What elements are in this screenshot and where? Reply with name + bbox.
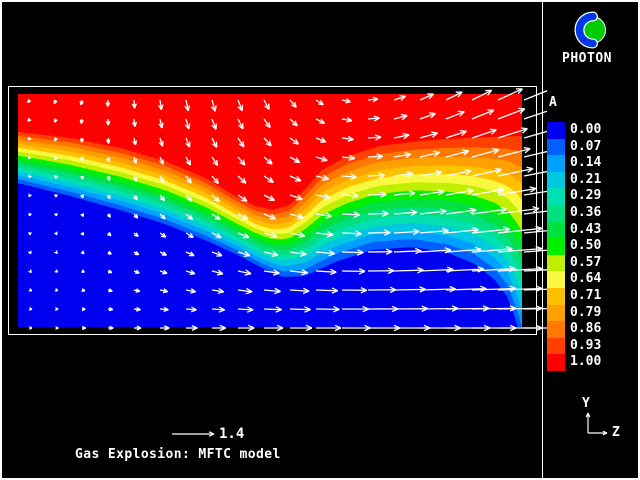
legend-entry: 0.93 xyxy=(547,337,602,355)
plot-caption: Gas Explosion: MFTC model xyxy=(75,447,281,462)
legend-color-swatch xyxy=(547,238,565,255)
legend-value-label: 0.79 xyxy=(570,304,602,320)
legend-entry: 0.14 xyxy=(547,155,601,172)
legend-color-swatch xyxy=(547,287,565,305)
legend-value-label: 0.86 xyxy=(570,321,602,337)
legend-color-swatch xyxy=(547,221,565,239)
logo-blue-c xyxy=(575,12,597,48)
legend-color-swatch xyxy=(547,171,565,189)
legend-value-label: 0.36 xyxy=(570,204,602,220)
axis-indicator xyxy=(585,412,608,436)
app-title: PHOTON xyxy=(562,51,612,66)
legend-entry: 1.00 xyxy=(547,354,601,371)
legend-value-label: 0.43 xyxy=(570,221,602,237)
legend-value-label: 0.14 xyxy=(570,155,602,171)
legend-value-label: 0.50 xyxy=(570,238,602,254)
legend-color-swatch xyxy=(547,204,565,222)
legend-value-label: 0.64 xyxy=(570,271,602,287)
legend-entry: 0.43 xyxy=(547,221,602,239)
legend-entry: 0.50 xyxy=(547,238,601,255)
legend-entry: 0.79 xyxy=(547,304,602,322)
legend-entry: 0.07 xyxy=(547,138,602,156)
legend-value-label: 0.71 xyxy=(570,287,602,303)
legend-value-label: 0.00 xyxy=(570,122,602,137)
legend-color-swatch xyxy=(547,354,565,371)
legend-color-swatch xyxy=(547,304,565,322)
legend-color-swatch xyxy=(547,138,565,156)
velocity-vector-field xyxy=(26,88,547,332)
legend-color-swatch xyxy=(547,321,565,338)
legend-entry: 0.36 xyxy=(547,204,602,222)
legend-color-swatch xyxy=(547,122,565,139)
color-legend: 0.00 0.07 0.14 0.21 0.29 0.36 0.43 0.50 0.57 0.64… xyxy=(547,122,601,371)
legend-entry: 0.00 xyxy=(547,122,601,139)
legend-entry: 0.64 xyxy=(547,271,601,288)
axis-y-label: Y xyxy=(582,396,590,411)
legend-value-label: 0.93 xyxy=(570,337,602,353)
legend-entry: 0.86 xyxy=(547,321,601,338)
legend-value-label: 0.29 xyxy=(570,188,602,204)
legend-entry: 0.29 xyxy=(547,188,601,205)
legend-value-label: 0.57 xyxy=(570,254,602,270)
legend-value-label: 1.00 xyxy=(570,354,602,370)
legend-entry: 0.71 xyxy=(547,287,602,305)
legend-color-swatch xyxy=(547,155,565,172)
legend-color-swatch xyxy=(547,188,565,205)
legend-color-swatch xyxy=(547,271,565,288)
axis-z-label: Z xyxy=(612,425,620,440)
legend-value-label: 0.21 xyxy=(570,171,602,187)
photon-logo-icon xyxy=(565,9,609,53)
contour-bands xyxy=(18,94,522,327)
legend-color-swatch xyxy=(547,337,565,355)
reference-vector-label: 1.4 xyxy=(219,426,245,442)
legend-value-label: 0.07 xyxy=(570,138,602,154)
legend-color-swatch xyxy=(547,254,565,272)
legend-entry: 0.21 xyxy=(547,171,602,189)
legend-entry: 0.57 xyxy=(547,254,602,272)
reference-vector-arrow xyxy=(172,431,215,437)
legend-variable-label: A xyxy=(549,95,557,110)
